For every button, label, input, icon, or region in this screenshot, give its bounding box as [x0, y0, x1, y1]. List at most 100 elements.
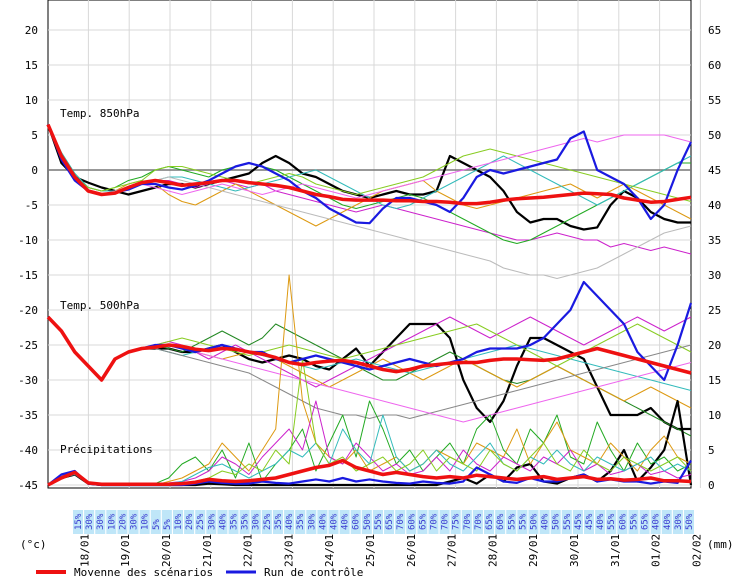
precip-probability-cell — [561, 510, 572, 534]
precip-probability-label: 60% — [618, 513, 628, 530]
precip-probability-label: 40% — [541, 513, 551, 530]
precip-probability-label: 15% — [74, 513, 84, 530]
right-tick-label: 30 — [708, 269, 721, 282]
precip-probability-cell — [206, 510, 217, 534]
precip-probability-label: 70% — [396, 513, 406, 530]
precip-probability-cell — [84, 510, 95, 534]
section-label-precip: Précipitations — [60, 443, 153, 456]
precip-probability-cell — [295, 510, 306, 534]
precip-probability-cell — [572, 510, 583, 534]
x-tick-label: 27/01 — [446, 534, 459, 567]
x-axis: 18/01 19/01 20/01 21/01 22/01 23/01 24/01 25/01… — [78, 534, 703, 567]
section-label-t850: Temp. 850hPa — [60, 107, 139, 120]
precip-probability-cell — [417, 510, 428, 534]
x-tick-label: 31/01 — [609, 534, 622, 567]
precip-probability-label: 10% — [174, 513, 184, 530]
precip-probability-cell — [606, 510, 617, 534]
precip-probability-cell — [172, 510, 183, 534]
series-layer — [46, 123, 693, 487]
precip-probability-label: 40% — [318, 513, 328, 530]
precip-probability-cell — [228, 510, 239, 534]
left-tick-label: -40 — [18, 444, 38, 457]
precip-probability-cell — [328, 510, 339, 534]
x-tick-label: 01/02 — [650, 534, 663, 567]
precip-probability-cell — [539, 510, 550, 534]
precip-probability-label: 40% — [663, 513, 673, 530]
precip-probability-label: 30% — [130, 513, 140, 530]
right-tick-label: 40 — [708, 199, 721, 212]
precip-probability-label: 30% — [96, 513, 106, 530]
right-tick-label: 50 — [708, 129, 721, 142]
right-tick-label: 15 — [708, 374, 721, 387]
legend-label-mean: Moyenne des scénarios — [74, 566, 213, 576]
precip-probability-cell — [361, 510, 372, 534]
precip-probability-label: 50% — [685, 513, 695, 530]
precip-probability-label: 40% — [330, 513, 340, 530]
precip-probability-cell — [73, 510, 83, 534]
precip-probability-label: 35% — [241, 513, 251, 530]
left-axis: 20 15 10 5 0 -5 -10 -15 -20 -25 -30 -35 -40 -45 — [18, 24, 38, 492]
left-axis-unit: (°c) — [20, 538, 47, 551]
precip-probability-cell — [161, 510, 172, 534]
precip-probability-label: 60% — [352, 513, 362, 530]
legend: Moyenne des scénarios Run de contrôle — [36, 566, 363, 576]
right-tick-label: 45 — [708, 164, 721, 177]
x-tick-label: 21/01 — [201, 534, 214, 567]
precip-probability-cell — [684, 510, 694, 534]
precip-probability-label: 5% — [163, 519, 173, 530]
precip-probability-cell — [439, 510, 450, 534]
precip-probability-label: 55% — [518, 513, 528, 530]
precip-probability-cell — [495, 510, 506, 534]
left-tick-label: 20 — [25, 24, 38, 37]
precip-probability-label: 70% — [429, 513, 439, 530]
precip-probability-cell — [250, 510, 261, 534]
precip-probability-label: 65% — [418, 513, 428, 530]
precip-probability-label: 75% — [452, 513, 462, 530]
left-tick-label: -35 — [18, 409, 38, 422]
x-tick-label: 30/01 — [568, 534, 581, 567]
precip-probability-label: 60% — [496, 513, 506, 530]
precip-probability-cell — [117, 510, 128, 534]
precip-probability-cell — [106, 510, 117, 534]
precip-probability-label: 60% — [407, 513, 417, 530]
precip-probability-label: 25% — [263, 513, 273, 530]
x-tick-label: 25/01 — [364, 534, 377, 567]
precip-probability-cell — [450, 510, 461, 534]
series-line-t850 — [47, 124, 692, 202]
precip-probability-cell — [628, 510, 639, 534]
precip-probability-label: 65% — [385, 513, 395, 530]
series-line-t850 — [47, 124, 692, 199]
precip-probability-cell — [661, 510, 672, 534]
precip-probability-label: 40% — [596, 513, 606, 530]
precip-probability-label: 30% — [207, 513, 217, 530]
precip-probability-cell — [506, 510, 517, 534]
precip-probability-cell — [550, 510, 561, 534]
precip-probability-label: 55% — [374, 513, 384, 530]
precip-probability-label: 35% — [274, 513, 284, 530]
precip-probability-label: 10% — [107, 513, 117, 530]
left-tick-label: -10 — [18, 234, 38, 247]
precip-probability-label: 55% — [563, 513, 573, 530]
x-tick-label: 23/01 — [282, 534, 295, 567]
precip-probability-cell — [95, 510, 106, 534]
right-tick-label: 55 — [708, 94, 721, 107]
x-tick-label: 28/01 — [486, 534, 499, 567]
right-tick-label: 60 — [708, 59, 721, 72]
precip-probability-label: 20% — [185, 513, 195, 530]
x-tick-label: 26/01 — [405, 534, 418, 567]
precip-probability-label: 65% — [485, 513, 495, 530]
series-line-t850-moyenne-des-scénarios — [46, 123, 692, 206]
right-tick-label: 65 — [708, 24, 721, 37]
x-tick-label: 19/01 — [119, 534, 132, 567]
section-label-t500: Temp. 500hPa — [60, 299, 139, 312]
x-tick-label: 20/01 — [160, 534, 173, 567]
precip-probability-cell — [461, 510, 472, 534]
left-tick-label: -20 — [18, 304, 38, 317]
series-line-precip-moyenne-des-scénarios — [47, 458, 692, 487]
precip-probability-cell — [517, 510, 528, 534]
precip-probability-cell — [484, 510, 495, 534]
series-line-t500-run-de-contrôle — [47, 280, 693, 382]
precip-probability-label: 70% — [474, 513, 484, 530]
precip-probability-cell — [584, 510, 595, 534]
